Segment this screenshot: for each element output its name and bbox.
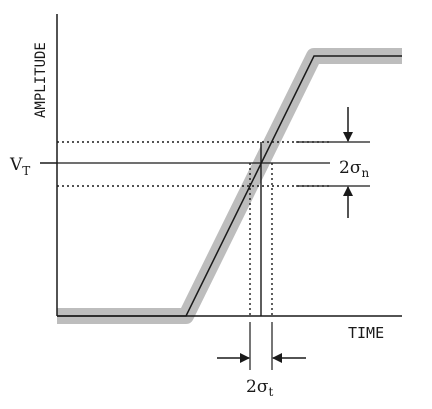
noise-label: 2σn xyxy=(339,158,369,180)
x-axis-label: TIME xyxy=(348,324,384,342)
timing-label: 2σt xyxy=(246,377,273,399)
threshold-label: VT xyxy=(9,155,30,178)
y-axis-label: AMPLITUDE xyxy=(33,42,49,118)
